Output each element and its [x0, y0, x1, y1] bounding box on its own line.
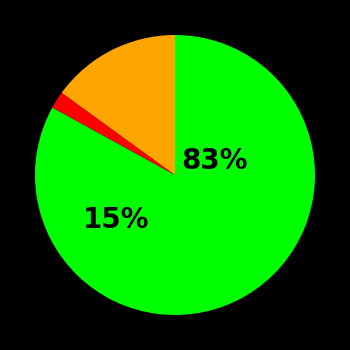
Wedge shape — [35, 35, 315, 315]
Wedge shape — [62, 35, 175, 175]
Wedge shape — [52, 93, 175, 175]
Text: 15%: 15% — [83, 206, 149, 234]
Text: 83%: 83% — [181, 147, 247, 175]
